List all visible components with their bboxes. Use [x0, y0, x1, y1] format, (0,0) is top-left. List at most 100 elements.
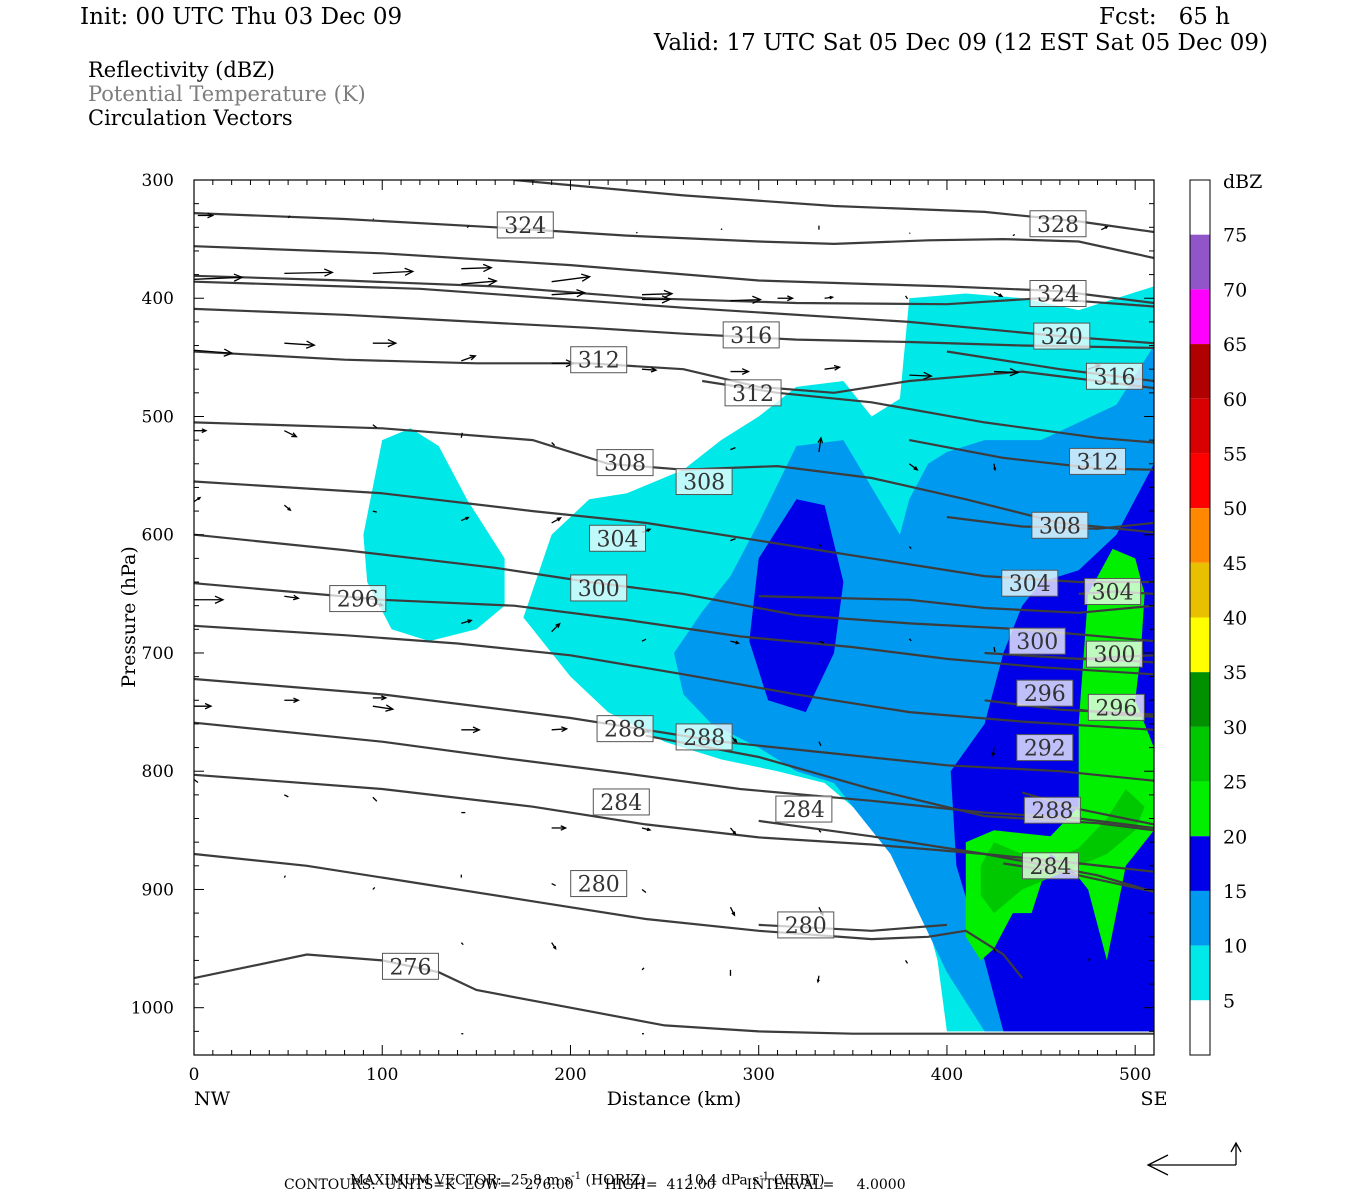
vector-10: [194, 273, 244, 282]
vector-74: [194, 778, 199, 784]
contour-label-4: 316: [722, 321, 780, 349]
contour-label-0: 324: [496, 211, 554, 239]
colorbar-swatch-7: [1190, 562, 1210, 618]
contour-label-text-25: 288: [1031, 799, 1073, 824]
x-axis: 0 100 200 300 400 500: [189, 180, 1155, 1085]
vector-60: [730, 640, 741, 645]
vector-16: [551, 288, 587, 298]
contour-label-27: 284: [775, 795, 833, 823]
vector-39: [551, 442, 556, 446]
vector-13: [461, 263, 493, 273]
contour-label-1: 328: [1029, 210, 1087, 238]
theta-contour-13: [194, 533, 1154, 643]
vector-15: [551, 273, 592, 283]
contour-label-text-11: 308: [683, 471, 725, 496]
vector-76: [372, 796, 378, 802]
theta-contour-0: [194, 212, 1154, 260]
vector-75: [284, 794, 289, 798]
contour-info-line: CONTOURS: UNITS=K LOW= 276.00 HIGH= 412.…: [284, 1177, 906, 1193]
x-tick-label-100: 100: [366, 1065, 398, 1085]
contour-label-text-1: 328: [1037, 213, 1079, 238]
contour-label-13: 304: [589, 524, 647, 552]
contour-label-text-28: 284: [1029, 855, 1071, 880]
vector-78: [551, 825, 568, 831]
contour-label-text-4: 316: [730, 324, 772, 349]
vector-61: [818, 640, 825, 644]
contour-label-19: 296: [329, 585, 387, 613]
reflectivity-region-6: [980, 789, 1145, 914]
vector-12: [372, 267, 415, 276]
contour-label-text-12: 308: [1039, 514, 1081, 539]
vector-33: [993, 368, 1020, 377]
vector-46: [283, 504, 292, 512]
contour-label-text-19: 296: [337, 588, 379, 613]
contour-label-9: 308: [596, 449, 654, 477]
vector-67: [372, 704, 395, 712]
contour-label-26: 284: [592, 788, 650, 816]
reflectivity-region-1: [363, 428, 505, 642]
colorbar-swatch-3: [1190, 344, 1210, 399]
vector-82: [283, 875, 286, 878]
contour-label-text-5: 320: [1041, 325, 1083, 350]
vector-22: [904, 295, 909, 300]
contour-label-text-30: 280: [785, 914, 827, 939]
contour-label-23: 288: [596, 715, 654, 743]
theta-contour-31: [194, 953, 1154, 1035]
vector-9: [1101, 225, 1109, 231]
contour-label-8: 316: [1085, 362, 1143, 390]
vector-68: [461, 726, 481, 734]
vector-48: [461, 516, 470, 522]
contour-label-31: 276: [381, 952, 439, 980]
direction-nw: NW: [194, 1088, 231, 1110]
vector-91: [641, 967, 645, 971]
y-tick-label-1000: 1000: [131, 999, 174, 1019]
contour-label-17: 300: [1008, 627, 1066, 655]
plot-frame: [193, 179, 1155, 1056]
vector-66: [372, 695, 388, 701]
colorbar-swatch-14: [1190, 945, 1210, 1001]
colorbar-label-75: 75: [1223, 225, 1247, 247]
contour-label-12: 308: [1031, 511, 1089, 539]
vector-86: [641, 888, 647, 893]
vector-96: [1087, 957, 1091, 961]
vector-72: [818, 741, 822, 746]
x-tick-label-300: 300: [742, 1065, 774, 1085]
vector-24: [194, 348, 234, 357]
vector-31: [824, 364, 842, 371]
contour-label-text-26: 284: [600, 791, 642, 816]
circulation-vectors: [194, 212, 1109, 1035]
vector-65: [284, 697, 300, 704]
contour-label-text-6: 312: [578, 349, 620, 374]
colorbar-swatch-12: [1190, 836, 1210, 891]
vector-42: [908, 463, 919, 471]
vector-36: [284, 430, 298, 438]
y-tick-label-700: 700: [142, 644, 174, 664]
vector-87: [729, 906, 736, 917]
colorbar-label-65: 65: [1223, 334, 1247, 356]
vector-79: [641, 827, 652, 832]
contour-label-text-8: 316: [1093, 365, 1135, 390]
vector-11: [284, 268, 334, 277]
vector-54: [194, 595, 225, 604]
y-tick-label-900: 900: [142, 880, 174, 900]
contour-label-7: 312: [724, 379, 782, 407]
colorbar-label-40: 40: [1223, 608, 1247, 630]
contour-label-text-24: 288: [683, 726, 725, 751]
vector-17: [641, 289, 674, 299]
theta-contour-24: [645, 734, 1154, 832]
vector-23: [993, 291, 1004, 298]
vector-43: [993, 463, 997, 472]
vector-45: [194, 496, 202, 503]
y-tick-label-600: 600: [142, 526, 174, 546]
colorbar-swatch-8: [1190, 617, 1210, 673]
init-time: Init: 00 UTC Thu 03 Dec 09: [80, 4, 403, 30]
contour-label-3: 324: [1029, 280, 1087, 308]
valid-time: Valid: 17 UTC Sat 05 Dec 09 (12 EST Sat …: [653, 30, 1268, 56]
theta-contour-22: [194, 677, 1154, 782]
contour-label-25: 288: [1023, 796, 1081, 824]
vector-1: [287, 215, 291, 219]
colorbar-label-20: 20: [1223, 826, 1247, 848]
vector-89: [460, 942, 464, 946]
vector-90: [551, 942, 557, 950]
contour-label-6: 312: [570, 346, 628, 374]
